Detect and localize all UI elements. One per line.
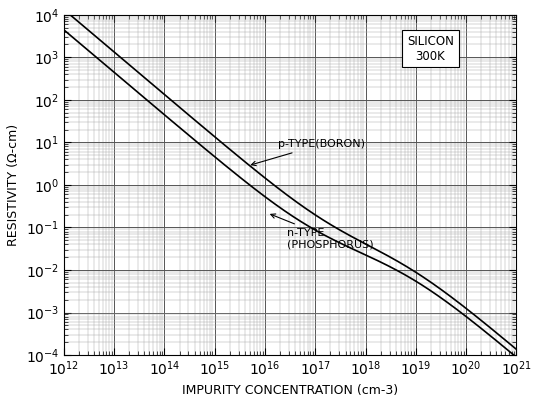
X-axis label: IMPURITY CONCENTRATION (cm-3): IMPURITY CONCENTRATION (cm-3) xyxy=(182,384,398,397)
Text: SILICON
300K: SILICON 300K xyxy=(407,35,454,63)
Text: p-TYPE(BORON): p-TYPE(BORON) xyxy=(251,139,365,166)
Y-axis label: RESISTIVITY (Ω-cm): RESISTIVITY (Ω-cm) xyxy=(7,124,20,246)
Text: n-TYPE
(PHOSPHORUS): n-TYPE (PHOSPHORUS) xyxy=(271,214,374,249)
